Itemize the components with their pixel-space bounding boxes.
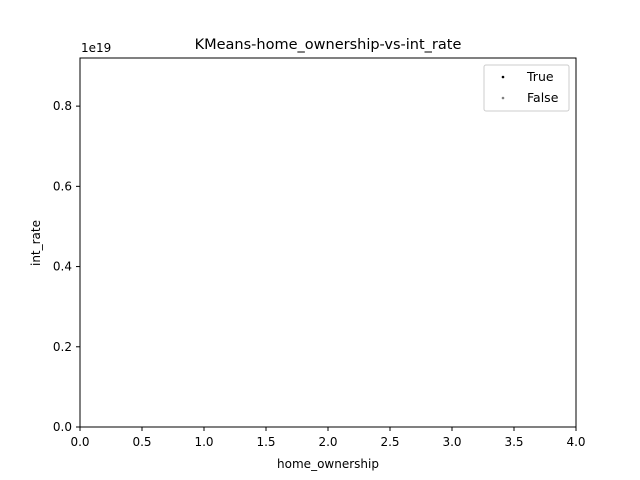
plot-frame	[79, 57, 577, 428]
legend-marker-true	[501, 75, 505, 79]
y-tick-label: 0.6	[53, 179, 72, 193]
x-tick-label: 0.0	[70, 435, 89, 449]
y-tick-label: 0.8	[53, 99, 72, 113]
x-axis-label: home_ownership	[277, 457, 379, 471]
legend-label-false: False	[527, 90, 559, 105]
y-tick-label: 0.4	[53, 260, 72, 274]
y-axis-offset-text: 1e19	[81, 41, 111, 55]
x-axis-ticks: 0.0 0.5 1.0 1.5 2.0 2.5 3.0 3.5 4.0	[70, 427, 586, 449]
x-tick-label: 4.0	[566, 435, 585, 449]
legend-box	[483, 64, 570, 112]
y-axis-label: int_rate	[29, 220, 43, 266]
x-tick-label: 2.5	[380, 435, 399, 449]
x-tick-label: 1.0	[194, 435, 213, 449]
y-tick-label: 0.2	[53, 340, 72, 354]
y-tick-label: 0.0	[53, 420, 72, 434]
plot-area	[80, 58, 576, 427]
x-tick-label: 0.5	[132, 435, 151, 449]
x-tick-label: 2.0	[318, 435, 337, 449]
chart-title: KMeans-home_ownership-vs-int_rate	[195, 37, 462, 53]
legend-marker-false	[501, 96, 505, 100]
x-tick-label: 3.0	[442, 435, 461, 449]
y-axis-ticks: 0.0 0.2 0.4 0.6 0.8	[53, 99, 80, 434]
x-tick-label: 1.5	[256, 435, 275, 449]
legend-label-true: True	[526, 69, 554, 84]
legend: True False	[483, 64, 570, 112]
x-tick-label: 3.5	[504, 435, 523, 449]
